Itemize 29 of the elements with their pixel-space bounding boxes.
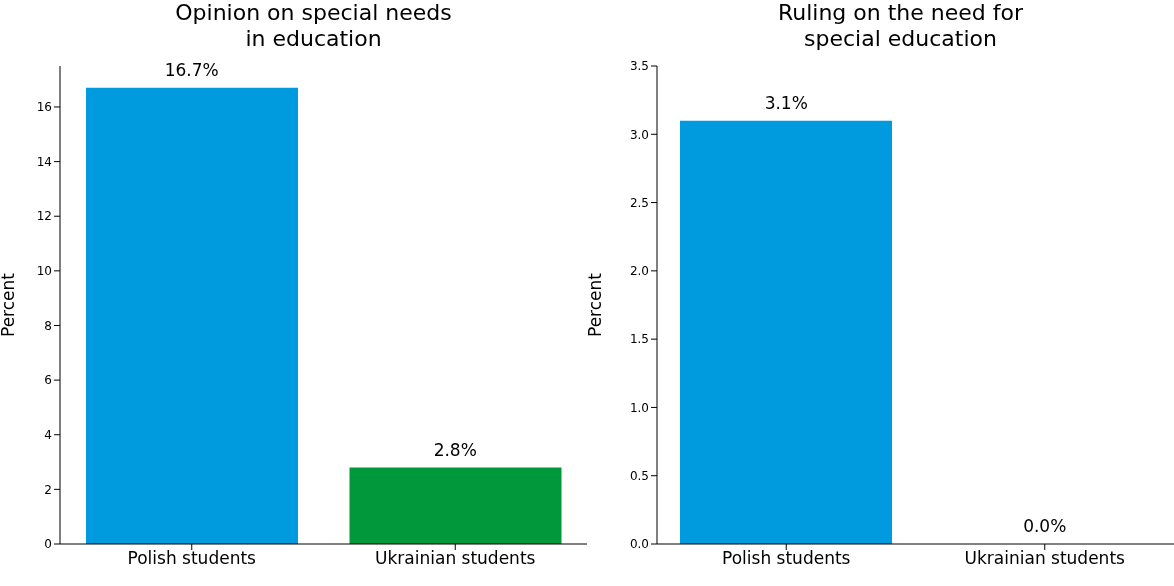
y-axis-title: Percent [0,272,19,337]
data-label: 16.7% [164,59,219,80]
data-label: 3.1% [764,92,808,113]
y-tick-label: 4 [44,428,52,442]
y-tick-label: 0.0 [629,537,649,552]
y-tick-label: 1.5 [629,332,649,347]
chart-title: Ruling on the need for special education [776,0,1025,52]
y-tick-label: 1.0 [629,400,649,415]
y-tick-label: 14 [36,154,52,169]
x-tick-label: Ukrainian students [375,548,536,569]
y-tick-label: 16 [36,100,52,115]
y-tick-label: 3.0 [629,127,649,142]
y-tick-label: 2.0 [629,264,649,279]
x-tick-label: Polish students [722,548,851,569]
x-tick-label: Polish students [127,548,257,569]
data-label: 0.0% [1023,516,1067,536]
y-tick-label: 0.5 [629,468,649,483]
y-tick-label: 0 [44,537,52,552]
y-tick-label: 2 [44,482,52,497]
y-tick-label: 12 [36,209,52,224]
y-tick-label: 10 [36,264,52,279]
data-label: 2.8% [433,439,477,460]
y-tick-label: 6 [44,373,52,388]
y-axis-title: Percent [585,272,606,337]
y-tick-label: 3.5 [629,59,649,74]
y-tick-label: 2.5 [629,195,649,210]
x-tick-label: Ukrainian students [964,548,1126,569]
chart-title: Opinion on special needs in education [174,0,453,52]
y-tick-label: 8 [44,318,52,333]
